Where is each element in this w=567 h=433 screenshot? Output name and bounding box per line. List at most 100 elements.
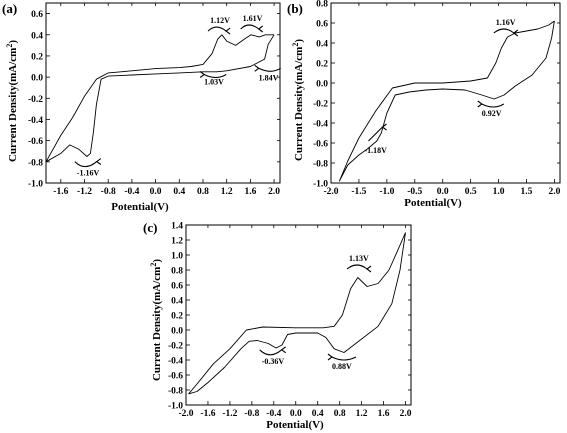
- panel-b: (b) Potential(V) Current Density(mA/cm2)…: [287, 0, 561, 209]
- y-axis-title-c: Current Density(mA/cm2): [149, 259, 163, 381]
- x-tick-label-c: 1.6: [378, 409, 390, 419]
- x-tick-label-a: -1.2: [77, 187, 92, 197]
- y-tick-label-c: -0.2: [168, 342, 183, 352]
- scan-arrow-a: [207, 26, 231, 35]
- x-tick-label-b: 0.0: [437, 187, 449, 197]
- y-tick-label-b: -0.4: [313, 120, 328, 130]
- cv-curve-c: [188, 232, 406, 395]
- scan-arrow-b: [493, 28, 519, 37]
- y-tick-label-c: -1.0: [168, 402, 183, 412]
- y-axis-title-sup-a: 2: [5, 44, 14, 48]
- peak-label-b: 0.92V: [482, 109, 502, 118]
- x-tick-label-b: 1.5: [521, 187, 533, 197]
- x-tick-label-b: 1.0: [493, 187, 505, 197]
- peak-label-c: 0.88V: [332, 362, 352, 371]
- peak-label-a: 1.84V: [259, 73, 279, 82]
- y-tick-label-b: -0.8: [313, 160, 328, 170]
- x-axis-title-a: Potential(V): [111, 201, 169, 213]
- x-tick-label-b: 2.0: [548, 187, 560, 197]
- y-axis-title-a: Current Density(mA/cm2): [5, 40, 19, 162]
- x-tick-label-b: -1.5: [351, 187, 366, 197]
- y-tick-label-b: 0.6: [316, 20, 328, 30]
- panel-label-a: (a): [2, 1, 17, 16]
- plot-frame-a: [45, 2, 281, 184]
- y-tick-label-a: 0.0: [31, 74, 43, 84]
- y-tick-label-c: 0.0: [171, 327, 183, 337]
- y-axis-title-close-c: ): [151, 259, 163, 263]
- y-tick-label-c: 1.4: [171, 222, 183, 232]
- scan-arrow-a: [199, 71, 227, 79]
- svg-text:Current Density(mA/cm2): Current Density(mA/cm2): [149, 259, 163, 381]
- plot-frame-b: [330, 2, 561, 184]
- x-tick-label-c: 0.8: [334, 409, 346, 419]
- cv-curve-b: [338, 20, 555, 182]
- y-axis-title-b: Current Density(mA/cm2): [291, 39, 305, 161]
- y-axis-title-text-b: Current Density(mA/cm: [293, 47, 305, 161]
- y-tick-label-c: 0.8: [171, 267, 183, 277]
- y-tick-label-b: 0.2: [316, 60, 328, 70]
- x-tick-label-b: -2.0: [323, 187, 338, 197]
- scan-arrow-a: [240, 24, 264, 33]
- x-tick-label-c: 2.0: [400, 409, 412, 419]
- x-tick-label-c: 0.0: [290, 409, 302, 419]
- x-tick-label-c: 1.2: [356, 409, 368, 419]
- peak-label-a: -1.16V: [77, 169, 100, 178]
- y-tick-label-a: -0.4: [28, 116, 43, 126]
- peak-label-b: -1.18V: [365, 146, 388, 155]
- y-tick-label-a: -0.8: [28, 158, 43, 168]
- y-tick-label-c: -0.8: [168, 387, 183, 397]
- x-tick-label-c: 0.4: [312, 409, 324, 419]
- plot-frame-c: [185, 224, 412, 406]
- x-tick-label-a: 0.4: [173, 187, 185, 197]
- x-tick-label-b: -0.5: [407, 187, 422, 197]
- x-tick-label-c: -1.6: [200, 409, 215, 419]
- panel-label-b: (b): [287, 1, 303, 16]
- scan-arrow-c: [346, 264, 372, 273]
- scan-arrow-b: [477, 100, 505, 108]
- x-tick-label-c: -0.8: [244, 409, 259, 419]
- y-tick-label-a: -1.0: [28, 180, 43, 190]
- y-tick-label-a: 0.4: [31, 31, 43, 41]
- y-tick-label-c: -0.6: [168, 372, 183, 382]
- y-axis-title-sup-b: 2: [291, 43, 300, 47]
- x-tick-label-a: 1.6: [244, 187, 256, 197]
- x-tick-label-a: -1.6: [53, 187, 68, 197]
- x-tick-label-a: 0.0: [150, 187, 162, 197]
- y-tick-label-a: 0.2: [31, 52, 43, 62]
- svg-text:Current Density(mA/cm2): Current Density(mA/cm2): [291, 39, 305, 161]
- x-axis-title-c: Potential(V): [266, 419, 324, 431]
- svg-text:Current Density(mA/cm2): Current Density(mA/cm2): [5, 40, 19, 162]
- y-tick-label-c: 1.2: [171, 237, 183, 247]
- peak-label-b: 1.16V: [496, 18, 516, 27]
- y-axis-title-close-a: ): [7, 40, 19, 44]
- panel-label-c: (c): [143, 220, 157, 235]
- peak-label-a: 1.12V: [210, 16, 230, 25]
- y-axis-title-close-b: ): [293, 39, 305, 43]
- x-tick-label-c: -0.4: [266, 409, 281, 419]
- y-tick-label-b: -0.6: [313, 140, 328, 150]
- y-tick-label-b: 0.8: [316, 0, 328, 10]
- x-tick-label-c: -2.0: [178, 409, 193, 419]
- x-tick-label-c: -1.2: [222, 409, 237, 419]
- scan-arrow-a: [74, 158, 102, 168]
- peak-label-a: 1.61V: [243, 14, 263, 23]
- y-tick-label-c: 0.2: [171, 312, 183, 322]
- y-tick-label-c: 0.6: [171, 282, 183, 292]
- y-axis-title-text-a: Current Density(mA/cm: [7, 48, 19, 162]
- cv-curve-a: [45, 34, 275, 163]
- peak-label-c: -0.36V: [262, 357, 285, 366]
- y-axis-title-text-c: Current Density(mA/cm: [151, 267, 163, 381]
- y-tick-label-a: -0.6: [28, 137, 43, 147]
- peak-label-a: 1.03V: [204, 78, 224, 87]
- x-tick-label-b: -1.0: [379, 187, 394, 197]
- x-tick-label-a: -0.4: [124, 187, 139, 197]
- scan-arrow-a: [254, 64, 281, 72]
- x-tick-label-a: 0.8: [197, 187, 209, 197]
- x-axis-title-b: Potential(V): [404, 197, 462, 209]
- y-axis-title-sup-c: 2: [149, 263, 158, 267]
- x-tick-label-a: -0.8: [101, 187, 116, 197]
- scan-arrow-b: [368, 123, 387, 142]
- y-tick-label-c: -0.4: [168, 357, 183, 367]
- scan-arrow-c: [327, 353, 357, 361]
